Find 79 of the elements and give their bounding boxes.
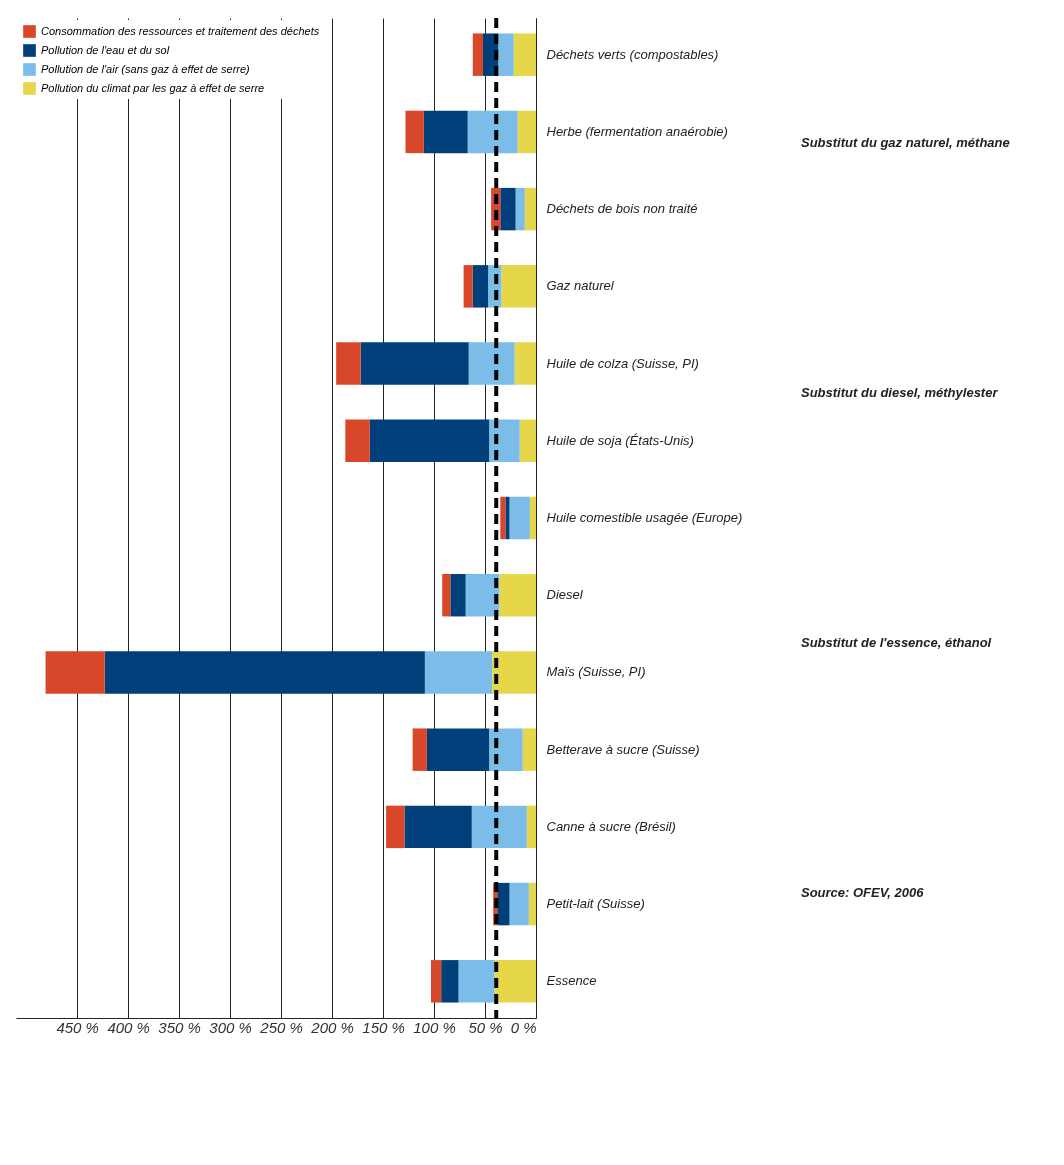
- text: Substitut du gaz naturel, méthane: [801, 135, 1010, 150]
- y-tick-label: Essence: [546, 973, 597, 989]
- legend-label: Pollution de l'eau et du sol: [41, 43, 170, 56]
- bar: [505, 496, 510, 540]
- bar: [458, 960, 495, 1003]
- bar: [386, 805, 405, 849]
- bar: [426, 728, 490, 771]
- bar: [450, 573, 466, 617]
- bar: [519, 419, 536, 463]
- bar: [472, 33, 483, 76]
- y-tick-label: Betterave à sucre (Suisse): [546, 741, 700, 757]
- x-tick-label: 250 %: [259, 1018, 303, 1036]
- x-tick-label: 300 %: [209, 1018, 252, 1036]
- y-tick-label: Canne à sucre (Brésil): [546, 818, 676, 834]
- y-tick-label: Maïs (Suisse, PI): [546, 664, 646, 680]
- x-tick-label: 200 %: [310, 1018, 354, 1036]
- bar: [499, 573, 536, 617]
- bar: [369, 419, 490, 463]
- x-tick-label: 100 %: [413, 1018, 456, 1036]
- bar: [514, 342, 536, 385]
- bar: [404, 805, 472, 849]
- bar: [500, 187, 516, 231]
- bar: [336, 342, 361, 385]
- bar: [522, 728, 536, 771]
- bar: [528, 882, 536, 926]
- bar: [468, 342, 515, 385]
- bar: [513, 33, 536, 76]
- x-tick-label: 450 %: [56, 1018, 99, 1036]
- x-tick-label: 150 %: [362, 1018, 405, 1036]
- bar: [467, 110, 518, 154]
- text: Substitut de l'essence, éthanol: [801, 635, 992, 650]
- bar: [424, 651, 493, 694]
- bar: [441, 960, 459, 1003]
- legend-label: Pollution de l'air (sans gaz à effet de serre): [41, 62, 251, 75]
- bar: [345, 419, 370, 463]
- bar: [509, 496, 530, 540]
- y-tick-label: Huile comestible usagée (Europe): [546, 510, 743, 525]
- bar: [104, 651, 425, 694]
- x-tick-label: 350 %: [158, 1018, 201, 1036]
- y-tick-label: Herbe (fermentation anaérobie): [546, 123, 728, 139]
- legend-label: Pollution du climat par les gaz à effet de serre: [41, 81, 265, 94]
- y-tick-label: Déchets de bois non traité: [546, 201, 698, 217]
- y-tick-label: Petit-lait (Suisse): [546, 896, 645, 912]
- y-tick-label: Huile de soja (États-Unis): [546, 432, 694, 448]
- bar: [472, 265, 489, 308]
- bar: [405, 110, 424, 154]
- bar: [442, 573, 451, 617]
- bar: [430, 960, 442, 1003]
- bar: [515, 187, 525, 231]
- legend-label: Consommation des ressources et traitement des déchets: [41, 24, 320, 37]
- text: Substitut du diesel, méthylester: [801, 385, 999, 400]
- bar: [45, 651, 105, 694]
- bar: [423, 110, 468, 154]
- y-tick-label: Gaz naturel: [546, 278, 615, 294]
- bar: [489, 728, 523, 771]
- source-note: Source: OFEV, 2006: [801, 885, 925, 900]
- bar: [463, 265, 473, 308]
- bar: [497, 882, 510, 926]
- y-tick-label: Diesel: [546, 587, 584, 603]
- x-tick-label: 0 %: [510, 1018, 537, 1036]
- y-tick-label: Huile de colza (Suisse, PI): [546, 355, 699, 371]
- bar: [529, 496, 536, 540]
- bar: [524, 187, 536, 231]
- x-tick-label: 50 %: [468, 1018, 503, 1036]
- bar: [494, 960, 536, 1003]
- y-tick-label: Déchets verts (compostables): [546, 46, 719, 62]
- bar: [509, 882, 529, 926]
- bar: [498, 33, 514, 76]
- bar: [471, 805, 527, 849]
- bar: [501, 265, 536, 308]
- x-tick-label: 400 %: [107, 1018, 150, 1036]
- bar: [489, 419, 520, 463]
- bar: [500, 496, 506, 540]
- bar: [465, 573, 500, 617]
- bar: [360, 342, 469, 385]
- bar: [526, 805, 536, 849]
- bar: [412, 728, 427, 771]
- bar: [492, 651, 536, 694]
- bar: [517, 110, 536, 154]
